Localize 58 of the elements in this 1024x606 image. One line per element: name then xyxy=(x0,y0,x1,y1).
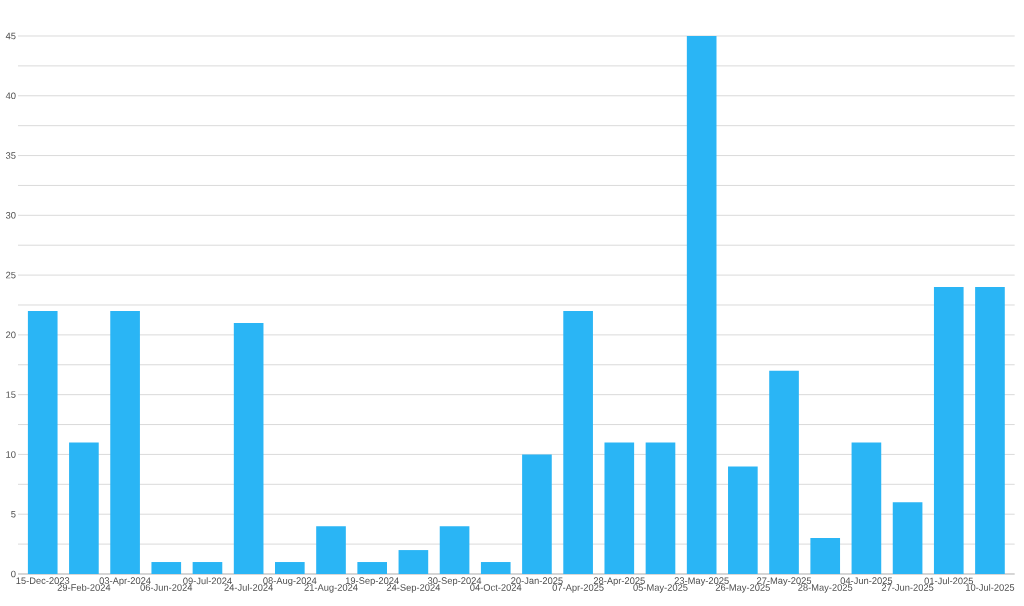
x-tick-label: 07-Apr-2025 xyxy=(552,584,604,593)
bar xyxy=(892,502,923,574)
x-tick-label: 24-Jul-2024 xyxy=(224,583,273,591)
x-tick-label: 30-Sep-2024 xyxy=(427,577,482,586)
x-tick-label: 04-Jun-2025 xyxy=(840,577,893,584)
bar xyxy=(439,526,470,574)
bar xyxy=(604,442,635,574)
y-tick-label: 15 xyxy=(6,391,16,398)
bar xyxy=(151,562,182,574)
bar xyxy=(851,442,882,574)
x-tick-label: 29-Feb-2024 xyxy=(57,583,111,591)
bar xyxy=(975,287,1005,574)
x-tick-label: 09-Jul-2024 xyxy=(183,577,232,585)
bar xyxy=(357,562,388,574)
y-tick-label: 35 xyxy=(5,152,16,159)
bar xyxy=(480,562,511,574)
x-tick-label: 08-Aug-2024 xyxy=(263,577,317,586)
bar xyxy=(110,310,140,574)
x-tick-label: 26-May-2025 xyxy=(715,584,770,593)
bar xyxy=(810,538,841,574)
bar xyxy=(69,442,99,574)
bar xyxy=(563,310,593,574)
x-tick-label: 24-Sep-2024 xyxy=(386,584,441,593)
bar xyxy=(398,550,429,574)
x-tick-label: 28-May-2025 xyxy=(798,584,853,593)
x-tick-label: 01-Jul-2025 xyxy=(924,577,974,585)
x-tick-label: 27-Jun-2025 xyxy=(881,584,934,591)
bar xyxy=(275,562,305,574)
bar xyxy=(686,36,717,574)
x-tick-label: 06-Jun-2024 xyxy=(140,584,193,591)
x-tick-label: 20-Jan-2025 xyxy=(511,577,563,584)
bar xyxy=(192,562,223,574)
y-tick-label: 40 xyxy=(5,92,16,100)
bar xyxy=(933,287,964,574)
y-tick-label: 45 xyxy=(5,32,16,40)
x-tick-label: 28-Apr-2025 xyxy=(593,577,645,586)
x-tick-label: 19-Sep-2024 xyxy=(345,577,399,586)
bar xyxy=(645,442,676,574)
x-tick-label: 03-Apr-2024 xyxy=(99,577,151,586)
y-tick-label: 0 xyxy=(11,570,16,578)
x-tick-label: 05-May-2025 xyxy=(633,584,688,593)
y-tick-label: 30 xyxy=(5,212,16,219)
x-tick-label: 23-May-2025 xyxy=(674,577,729,586)
bar xyxy=(233,322,264,574)
x-tick-label: 04-Oct-2024 xyxy=(470,584,522,591)
y-tick-label: 10 xyxy=(6,451,16,458)
x-tick-label: 15-Dec-2023 xyxy=(16,577,70,584)
y-tick-label: 20 xyxy=(6,331,16,339)
y-tick-label: 5 xyxy=(11,510,16,518)
x-tick-label: 27-May-2025 xyxy=(757,577,812,586)
bar xyxy=(522,454,552,574)
bar xyxy=(728,466,758,574)
bar xyxy=(316,526,346,574)
x-tick-label: 21-Aug-2024 xyxy=(304,584,358,593)
y-tick-label: 25 xyxy=(6,271,16,279)
bar xyxy=(27,310,58,574)
x-tick-label: 10-Jul-2025 xyxy=(966,583,1015,591)
bar xyxy=(769,370,799,574)
